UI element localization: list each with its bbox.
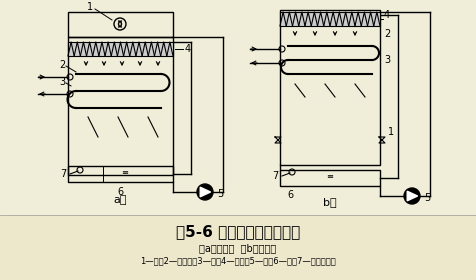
Text: 1: 1: [87, 2, 93, 12]
Text: a）: a）: [113, 195, 127, 205]
Polygon shape: [407, 191, 417, 201]
Text: ≡: ≡: [327, 171, 334, 181]
Text: 5: 5: [424, 193, 430, 203]
Bar: [68, 42, 173, 56]
Text: 4: 4: [384, 10, 390, 20]
Text: 1—风机2—淋水装置3—盘管4—挡水板5—水泵6—水盘7—浮球阀补水: 1—风机2—淋水装置3—盘管4—挡水板5—水泵6—水盘7—浮球阀补水: [140, 256, 336, 265]
Polygon shape: [200, 187, 210, 197]
Circle shape: [197, 184, 213, 200]
Text: 2: 2: [384, 29, 390, 39]
Text: b）: b）: [323, 197, 337, 207]
Text: 3: 3: [384, 55, 390, 65]
Bar: [280, 170, 380, 186]
Bar: [0, 215, 476, 280]
Bar: [68, 12, 173, 37]
Text: 5: 5: [217, 189, 223, 199]
Bar: [280, 10, 380, 165]
Text: 6: 6: [287, 190, 293, 200]
Text: 6: 6: [117, 187, 123, 197]
Bar: [280, 12, 380, 26]
Text: （a）吸入式  （b）压送式: （a）吸入式 （b）压送式: [199, 243, 277, 253]
Text: 2: 2: [59, 60, 65, 70]
Text: 7: 7: [60, 169, 66, 179]
Bar: [68, 37, 173, 175]
Text: 7: 7: [272, 171, 278, 181]
Text: 1: 1: [388, 127, 394, 137]
Bar: [68, 166, 173, 182]
Circle shape: [404, 188, 420, 204]
Text: 图5-6 蒸发式冷凝器示意图: 图5-6 蒸发式冷凝器示意图: [176, 225, 300, 239]
Text: ≡: ≡: [121, 167, 129, 176]
Text: 3: 3: [59, 77, 65, 87]
Text: 4: 4: [185, 44, 191, 54]
